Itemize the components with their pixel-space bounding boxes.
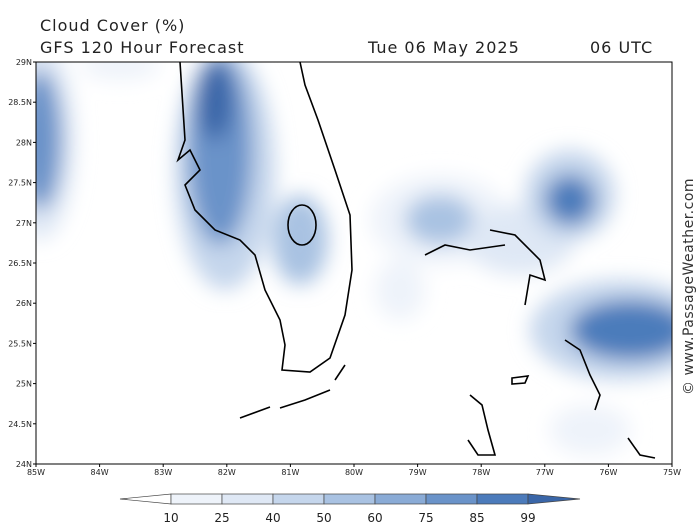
- lat-label: 29N: [16, 58, 32, 67]
- lat-label: 28N: [16, 138, 32, 147]
- lat-label: 25.5N: [8, 339, 32, 348]
- lat-label: 24N: [16, 460, 32, 469]
- colorbar-label: 99: [520, 511, 535, 525]
- map-frame: [35, 61, 673, 465]
- lat-label: 28.5N: [8, 98, 32, 107]
- watermark: © www.PassageWeather.com: [681, 178, 697, 395]
- time: 06 UTC: [590, 38, 653, 57]
- lat-label: 27N: [16, 219, 32, 228]
- lat-label: 24.5N: [8, 420, 32, 429]
- lon-label: 85W: [27, 468, 45, 477]
- colorbar-label: 40: [265, 511, 280, 525]
- cloud-field: [36, 62, 672, 455]
- lon-label: 79W: [409, 468, 427, 477]
- colorbar-label: 60: [367, 511, 382, 525]
- lon-label: 80W: [345, 468, 363, 477]
- lat-label: 25N: [16, 380, 32, 389]
- colorbar-label: 25: [214, 511, 229, 525]
- lon-label: 78W: [472, 468, 490, 477]
- lon-label: 81W: [281, 468, 299, 477]
- colorbar: [119, 493, 581, 505]
- colorbar-label: 85: [469, 511, 484, 525]
- lon-label: 75W: [663, 468, 681, 477]
- lon-label: 83W: [154, 468, 172, 477]
- lon-label: 76W: [599, 468, 617, 477]
- lon-label: 82W: [218, 468, 236, 477]
- subtitle: GFS 120 Hour Forecast: [40, 38, 245, 57]
- colorbar-label: 50: [316, 511, 331, 525]
- lon-label: 84W: [91, 468, 109, 477]
- lat-label: 26.5N: [8, 259, 32, 268]
- lon-label: 77W: [536, 468, 554, 477]
- date: Tue 06 May 2025: [367, 38, 520, 57]
- colorbar-label: 75: [418, 511, 433, 525]
- colorbar-label: 10: [163, 511, 178, 525]
- lat-label: 26N: [16, 299, 32, 308]
- title: Cloud Cover (%): [40, 16, 185, 35]
- coastline: [176, 61, 656, 459]
- lat-label: 27.5N: [8, 179, 32, 188]
